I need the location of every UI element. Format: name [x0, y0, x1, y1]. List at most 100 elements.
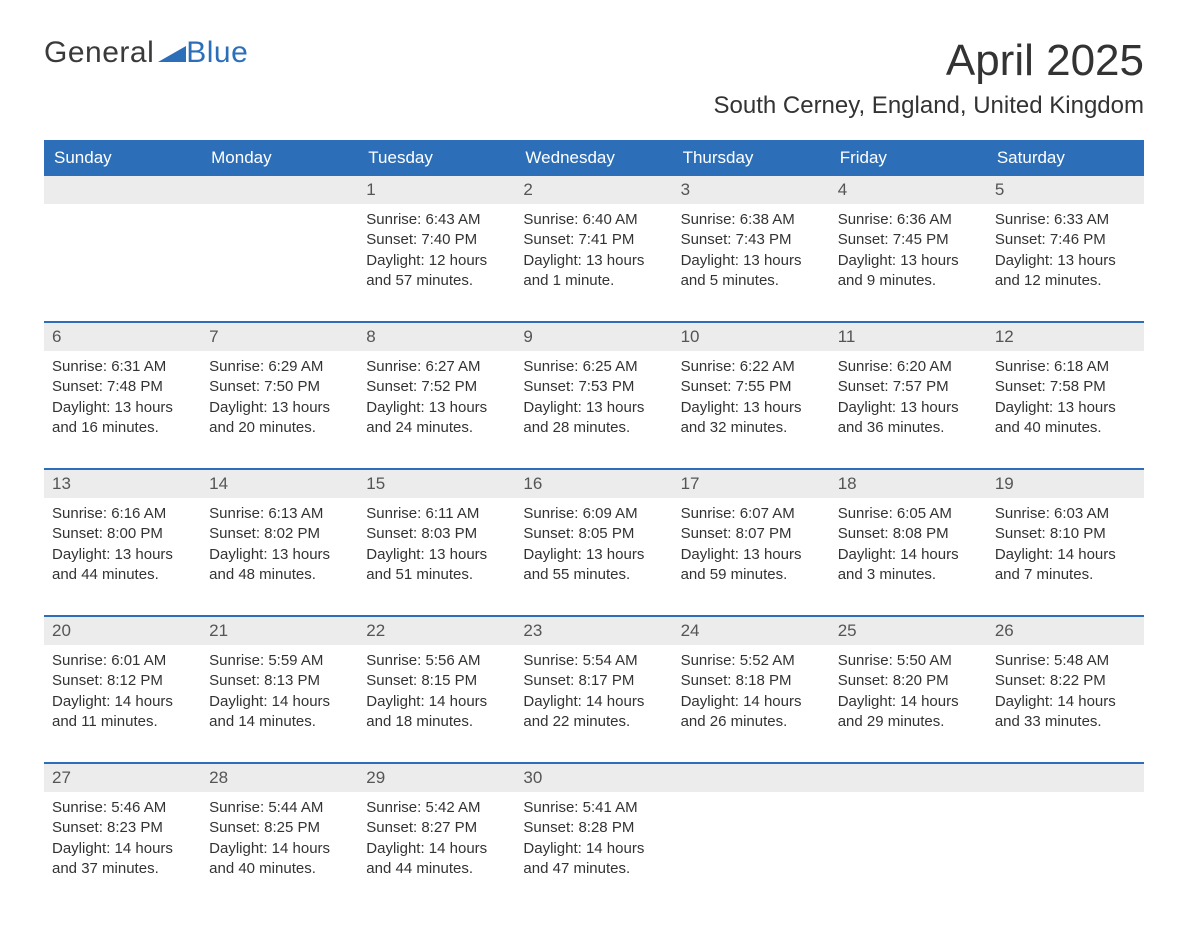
- day-number: [44, 176, 201, 204]
- day-line-dl1: Daylight: 13 hours: [209, 398, 350, 418]
- day-cell: [201, 176, 358, 322]
- day-content: Sunrise: 6:07 AMSunset: 8:07 PMDaylight:…: [673, 498, 830, 615]
- day-line-ss: Sunset: 8:07 PM: [681, 524, 822, 544]
- day-line-dl1: Daylight: 14 hours: [681, 692, 822, 712]
- day-content: Sunrise: 6:01 AMSunset: 8:12 PMDaylight:…: [44, 645, 201, 762]
- day-cell: 12Sunrise: 6:18 AMSunset: 7:58 PMDayligh…: [987, 322, 1144, 469]
- day-line-ss: Sunset: 8:08 PM: [838, 524, 979, 544]
- day-number: 28: [201, 764, 358, 792]
- day-number: 2: [515, 176, 672, 204]
- day-content: Sunrise: 6:27 AMSunset: 7:52 PMDaylight:…: [358, 351, 515, 468]
- day-line-ss: Sunset: 7:58 PM: [995, 377, 1136, 397]
- day-number: 26: [987, 617, 1144, 645]
- day-line-dl2: and 14 minutes.: [209, 712, 350, 732]
- day-content: Sunrise: 6:29 AMSunset: 7:50 PMDaylight:…: [201, 351, 358, 468]
- day-line-sr: Sunrise: 6:13 AM: [209, 504, 350, 524]
- day-line-sr: Sunrise: 6:20 AM: [838, 357, 979, 377]
- day-content: Sunrise: 6:38 AMSunset: 7:43 PMDaylight:…: [673, 204, 830, 321]
- day-number: [987, 764, 1144, 792]
- day-line-dl1: Daylight: 14 hours: [52, 692, 193, 712]
- day-number: [673, 764, 830, 792]
- day-line-sr: Sunrise: 5:54 AM: [523, 651, 664, 671]
- day-line-sr: Sunrise: 5:52 AM: [681, 651, 822, 671]
- day-content: Sunrise: 6:18 AMSunset: 7:58 PMDaylight:…: [987, 351, 1144, 468]
- day-line-dl1: Daylight: 14 hours: [366, 692, 507, 712]
- logo-triangle-icon: [158, 36, 186, 70]
- day-line-dl1: Daylight: 13 hours: [523, 545, 664, 565]
- day-line-sr: Sunrise: 6:05 AM: [838, 504, 979, 524]
- day-line-sr: Sunrise: 6:25 AM: [523, 357, 664, 377]
- day-content: Sunrise: 6:40 AMSunset: 7:41 PMDaylight:…: [515, 204, 672, 321]
- day-line-dl1: Daylight: 13 hours: [681, 251, 822, 271]
- day-content: Sunrise: 6:03 AMSunset: 8:10 PMDaylight:…: [987, 498, 1144, 615]
- day-cell: 11Sunrise: 6:20 AMSunset: 7:57 PMDayligh…: [830, 322, 987, 469]
- day-content: Sunrise: 5:41 AMSunset: 8:28 PMDaylight:…: [515, 792, 672, 909]
- day-line-sr: Sunrise: 6:43 AM: [366, 210, 507, 230]
- day-cell: 27Sunrise: 5:46 AMSunset: 8:23 PMDayligh…: [44, 763, 201, 909]
- day-number: 15: [358, 470, 515, 498]
- day-line-dl2: and 33 minutes.: [995, 712, 1136, 732]
- day-content: Sunrise: 5:56 AMSunset: 8:15 PMDaylight:…: [358, 645, 515, 762]
- day-line-sr: Sunrise: 5:50 AM: [838, 651, 979, 671]
- day-content: Sunrise: 5:46 AMSunset: 8:23 PMDaylight:…: [44, 792, 201, 909]
- day-number: 25: [830, 617, 987, 645]
- day-content: Sunrise: 6:33 AMSunset: 7:46 PMDaylight:…: [987, 204, 1144, 321]
- day-line-ss: Sunset: 7:55 PM: [681, 377, 822, 397]
- day-content: Sunrise: 5:54 AMSunset: 8:17 PMDaylight:…: [515, 645, 672, 762]
- day-number: 5: [987, 176, 1144, 204]
- day-line-ss: Sunset: 8:28 PM: [523, 818, 664, 838]
- day-cell: 15Sunrise: 6:11 AMSunset: 8:03 PMDayligh…: [358, 469, 515, 616]
- day-line-dl2: and 44 minutes.: [52, 565, 193, 585]
- day-line-sr: Sunrise: 6:36 AM: [838, 210, 979, 230]
- day-number: 17: [673, 470, 830, 498]
- day-cell: 23Sunrise: 5:54 AMSunset: 8:17 PMDayligh…: [515, 616, 672, 763]
- day-line-dl1: Daylight: 14 hours: [838, 545, 979, 565]
- day-line-dl1: Daylight: 14 hours: [523, 839, 664, 859]
- day-cell: 2Sunrise: 6:40 AMSunset: 7:41 PMDaylight…: [515, 176, 672, 322]
- day-line-ss: Sunset: 8:17 PM: [523, 671, 664, 691]
- day-line-ss: Sunset: 7:48 PM: [52, 377, 193, 397]
- day-cell: 25Sunrise: 5:50 AMSunset: 8:20 PMDayligh…: [830, 616, 987, 763]
- day-line-sr: Sunrise: 6:16 AM: [52, 504, 193, 524]
- day-line-dl2: and 55 minutes.: [523, 565, 664, 585]
- day-cell: 5Sunrise: 6:33 AMSunset: 7:46 PMDaylight…: [987, 176, 1144, 322]
- day-line-sr: Sunrise: 6:38 AM: [681, 210, 822, 230]
- day-content: [987, 792, 1144, 900]
- day-line-sr: Sunrise: 5:46 AM: [52, 798, 193, 818]
- day-cell: [987, 763, 1144, 909]
- day-number: 10: [673, 323, 830, 351]
- day-line-ss: Sunset: 8:15 PM: [366, 671, 507, 691]
- day-number: [830, 764, 987, 792]
- day-number: 27: [44, 764, 201, 792]
- day-line-dl2: and 28 minutes.: [523, 418, 664, 438]
- day-line-ss: Sunset: 8:18 PM: [681, 671, 822, 691]
- day-line-sr: Sunrise: 5:59 AM: [209, 651, 350, 671]
- day-line-ss: Sunset: 7:40 PM: [366, 230, 507, 250]
- day-content: [44, 204, 201, 312]
- logo: General Blue: [44, 36, 248, 70]
- day-line-sr: Sunrise: 6:09 AM: [523, 504, 664, 524]
- day-content: Sunrise: 6:09 AMSunset: 8:05 PMDaylight:…: [515, 498, 672, 615]
- day-cell: 24Sunrise: 5:52 AMSunset: 8:18 PMDayligh…: [673, 616, 830, 763]
- logo-text-2: Blue: [186, 36, 248, 70]
- day-line-dl2: and 12 minutes.: [995, 271, 1136, 291]
- day-line-dl1: Daylight: 13 hours: [523, 251, 664, 271]
- day-content: [830, 792, 987, 900]
- day-content: Sunrise: 6:22 AMSunset: 7:55 PMDaylight:…: [673, 351, 830, 468]
- day-line-ss: Sunset: 7:45 PM: [838, 230, 979, 250]
- day-content: Sunrise: 6:36 AMSunset: 7:45 PMDaylight:…: [830, 204, 987, 321]
- week-row: 27Sunrise: 5:46 AMSunset: 8:23 PMDayligh…: [44, 763, 1144, 909]
- month-title: April 2025: [714, 36, 1145, 86]
- day-line-sr: Sunrise: 6:31 AM: [52, 357, 193, 377]
- day-cell: 14Sunrise: 6:13 AMSunset: 8:02 PMDayligh…: [201, 469, 358, 616]
- title-block: April 2025 South Cerney, England, United…: [714, 36, 1145, 134]
- day-number: 13: [44, 470, 201, 498]
- day-content: Sunrise: 5:59 AMSunset: 8:13 PMDaylight:…: [201, 645, 358, 762]
- day-cell: 28Sunrise: 5:44 AMSunset: 8:25 PMDayligh…: [201, 763, 358, 909]
- day-cell: 18Sunrise: 6:05 AMSunset: 8:08 PMDayligh…: [830, 469, 987, 616]
- day-content: Sunrise: 6:25 AMSunset: 7:53 PMDaylight:…: [515, 351, 672, 468]
- day-line-dl1: Daylight: 13 hours: [523, 398, 664, 418]
- day-number: 29: [358, 764, 515, 792]
- day-header: Monday: [201, 140, 358, 176]
- day-line-dl2: and 9 minutes.: [838, 271, 979, 291]
